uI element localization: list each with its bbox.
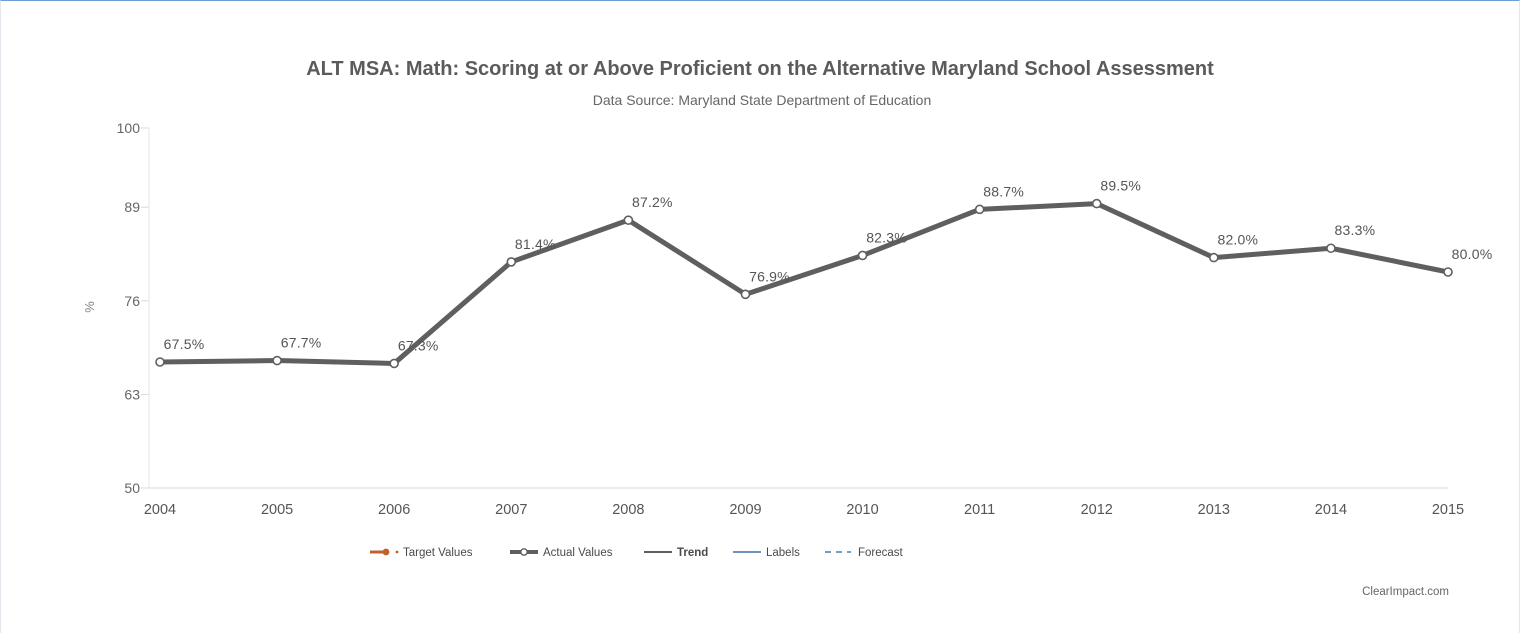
data-label: 88.7%	[983, 183, 1024, 199]
x-tick-label: 2010	[846, 502, 878, 518]
x-axis: 2004 2005 2006 2007 2008 2009 2010 2011 2012 2013…	[144, 502, 1464, 518]
data-point[interactable]	[389, 358, 399, 369]
chart-title: ALT MSA: Math: Scoring at or Above Profi…	[306, 58, 1214, 80]
data-point[interactable]	[506, 257, 517, 267]
legend-label: Actual Values	[543, 547, 613, 559]
data-point[interactable]	[1091, 198, 1102, 209]
legend[interactable]: Target Values Actual Values Trend Labels For…	[370, 547, 904, 559]
legend-item-forecast[interactable]: Forecast	[825, 547, 904, 559]
legend-item-labels[interactable]: Labels	[733, 547, 800, 559]
legend-item-actual-values[interactable]: Actual Values	[510, 547, 613, 559]
legend-item-target-values[interactable]: Target Values	[370, 547, 473, 559]
x-tick-label: 2014	[1315, 502, 1347, 518]
data-label: 82.3%	[866, 229, 907, 245]
legend-label: Target Values	[403, 547, 473, 559]
data-point[interactable]	[740, 289, 751, 300]
y-tick-label: 100	[117, 120, 141, 136]
data-label: 82.0%	[1217, 232, 1258, 248]
data-label: 83.3%	[1335, 222, 1376, 238]
legend-marker	[382, 548, 390, 556]
x-tick-label: 2013	[1198, 502, 1230, 518]
legend-item-trend[interactable]: Trend	[644, 547, 708, 559]
data-label: 76.9%	[749, 268, 790, 284]
data-point[interactable]	[857, 250, 868, 261]
data-point[interactable]	[1209, 252, 1219, 263]
legend-label: Forecast	[858, 547, 904, 559]
credit-link[interactable]: ClearImpact.com	[1362, 586, 1449, 598]
legend-label: Trend	[677, 547, 708, 559]
data-point[interactable]	[272, 355, 282, 366]
x-tick-label: 2007	[495, 502, 527, 518]
x-tick-label: 2005	[261, 502, 293, 518]
x-tick-label: 2008	[612, 502, 644, 518]
data-point[interactable]	[155, 357, 165, 367]
data-label: 89.5%	[1100, 178, 1141, 194]
y-tick-label: 63	[124, 386, 140, 402]
x-tick-label: 2015	[1432, 502, 1464, 518]
y-tick-label: 50	[124, 480, 140, 496]
data-point[interactable]	[974, 204, 985, 215]
y-tick-label: 76	[124, 293, 140, 309]
data-label: 67.3%	[398, 337, 439, 353]
series-line	[157, 201, 1451, 366]
x-tick-label: 2011	[964, 502, 995, 518]
series-actual-values: 67.5% 67.7% 67.3% 81.4% 87.2% 76.9% 82.3% 88.7%…	[155, 178, 1493, 369]
data-label: 87.2%	[632, 194, 673, 210]
legend-marker	[520, 548, 528, 556]
legend-label: Labels	[766, 547, 800, 559]
data-label: 80.0%	[1452, 246, 1493, 262]
data-point[interactable]	[1326, 243, 1336, 254]
x-tick-label: 2012	[1081, 502, 1113, 518]
chart-subtitle: Data Source: Maryland State Department o…	[593, 92, 932, 108]
data-point[interactable]	[623, 215, 634, 225]
x-tick-label: 2006	[378, 502, 410, 518]
data-label: 67.5%	[164, 336, 205, 352]
data-label: 81.4%	[515, 236, 556, 252]
x-tick-label: 2009	[729, 502, 761, 518]
legend-marker	[395, 550, 399, 554]
data-point[interactable]	[1443, 267, 1453, 277]
data-label: 67.7%	[281, 335, 322, 351]
y-axis: 50 63 76 89 100	[117, 120, 149, 496]
y-axis-label: %	[82, 301, 97, 313]
x-tick-label: 2004	[144, 502, 176, 518]
y-tick-label: 89	[124, 199, 140, 215]
